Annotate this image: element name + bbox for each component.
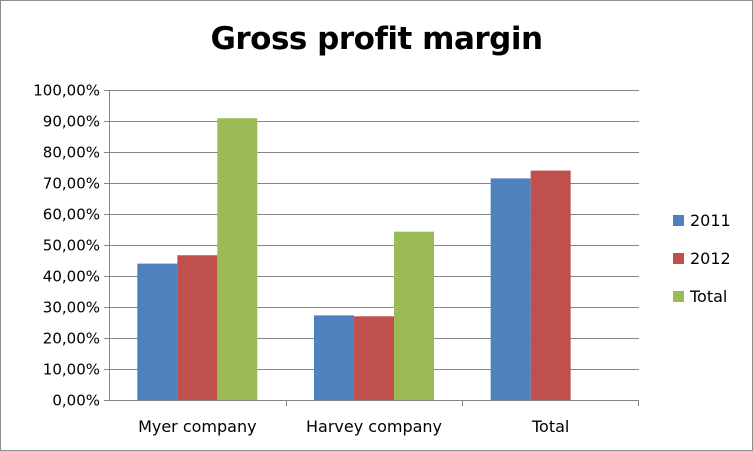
y-tick-label: 30,00% [43,299,100,317]
y-tick-label: 20,00% [43,330,100,348]
x-category-label: Total [531,417,569,436]
bar-total-harvey-company [394,231,434,400]
legend-swatch-2011 [673,215,684,226]
axis-layer: 0,00% 10,00% 20,00% 30,00% 40,00% 50,00% 60,00… [33,82,639,436]
bar-2012-harvey-company [354,316,394,400]
x-category-label: Myer company [138,417,257,436]
y-tick-label: 100,00% [33,82,100,100]
chart-title: Gross profit margin [210,21,543,57]
legend-layer: 2011 2012 Total [673,211,731,306]
bar-total-myer-company [217,118,258,401]
y-tick-label: 60,00% [43,206,100,224]
bar-2011-harvey-company [314,315,354,400]
legend-label-2012: 2012 [690,249,731,268]
bar-2012-myer-company [177,255,218,400]
bar-2011-total [490,178,531,400]
y-tick-label: 10,00% [43,361,100,379]
legend-label-total: Total [689,287,727,306]
y-tick-label: 40,00% [43,268,100,286]
y-tick-label: 70,00% [43,175,100,193]
y-tick-label: 80,00% [43,144,100,162]
bar-2012-total [530,170,571,400]
bar-layer [137,118,571,401]
legend-label-2011: 2011 [690,211,731,230]
legend-swatch-2012 [673,253,684,264]
x-category-label: Harvey company [306,417,442,436]
bar-2011-myer-company [137,263,178,400]
y-tick-label: 90,00% [43,113,100,131]
legend-swatch-total [673,291,684,302]
y-tick-label: 0,00% [52,392,100,410]
y-tick-label: 50,00% [43,237,100,255]
